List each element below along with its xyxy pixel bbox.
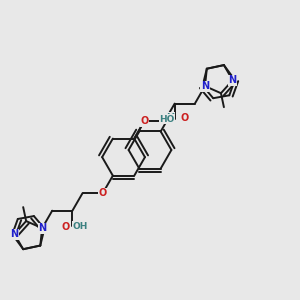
Text: H: H [75, 222, 83, 232]
Text: OH: OH [72, 222, 88, 231]
Text: N: N [11, 229, 19, 239]
Text: HO: HO [159, 115, 175, 124]
Text: N: N [229, 75, 237, 85]
Text: N: N [201, 81, 209, 91]
Text: H: H [167, 113, 175, 123]
Text: O: O [140, 116, 148, 126]
Text: O: O [180, 113, 188, 123]
Text: N: N [38, 223, 46, 233]
Text: O: O [99, 188, 107, 198]
Text: O: O [61, 222, 70, 232]
